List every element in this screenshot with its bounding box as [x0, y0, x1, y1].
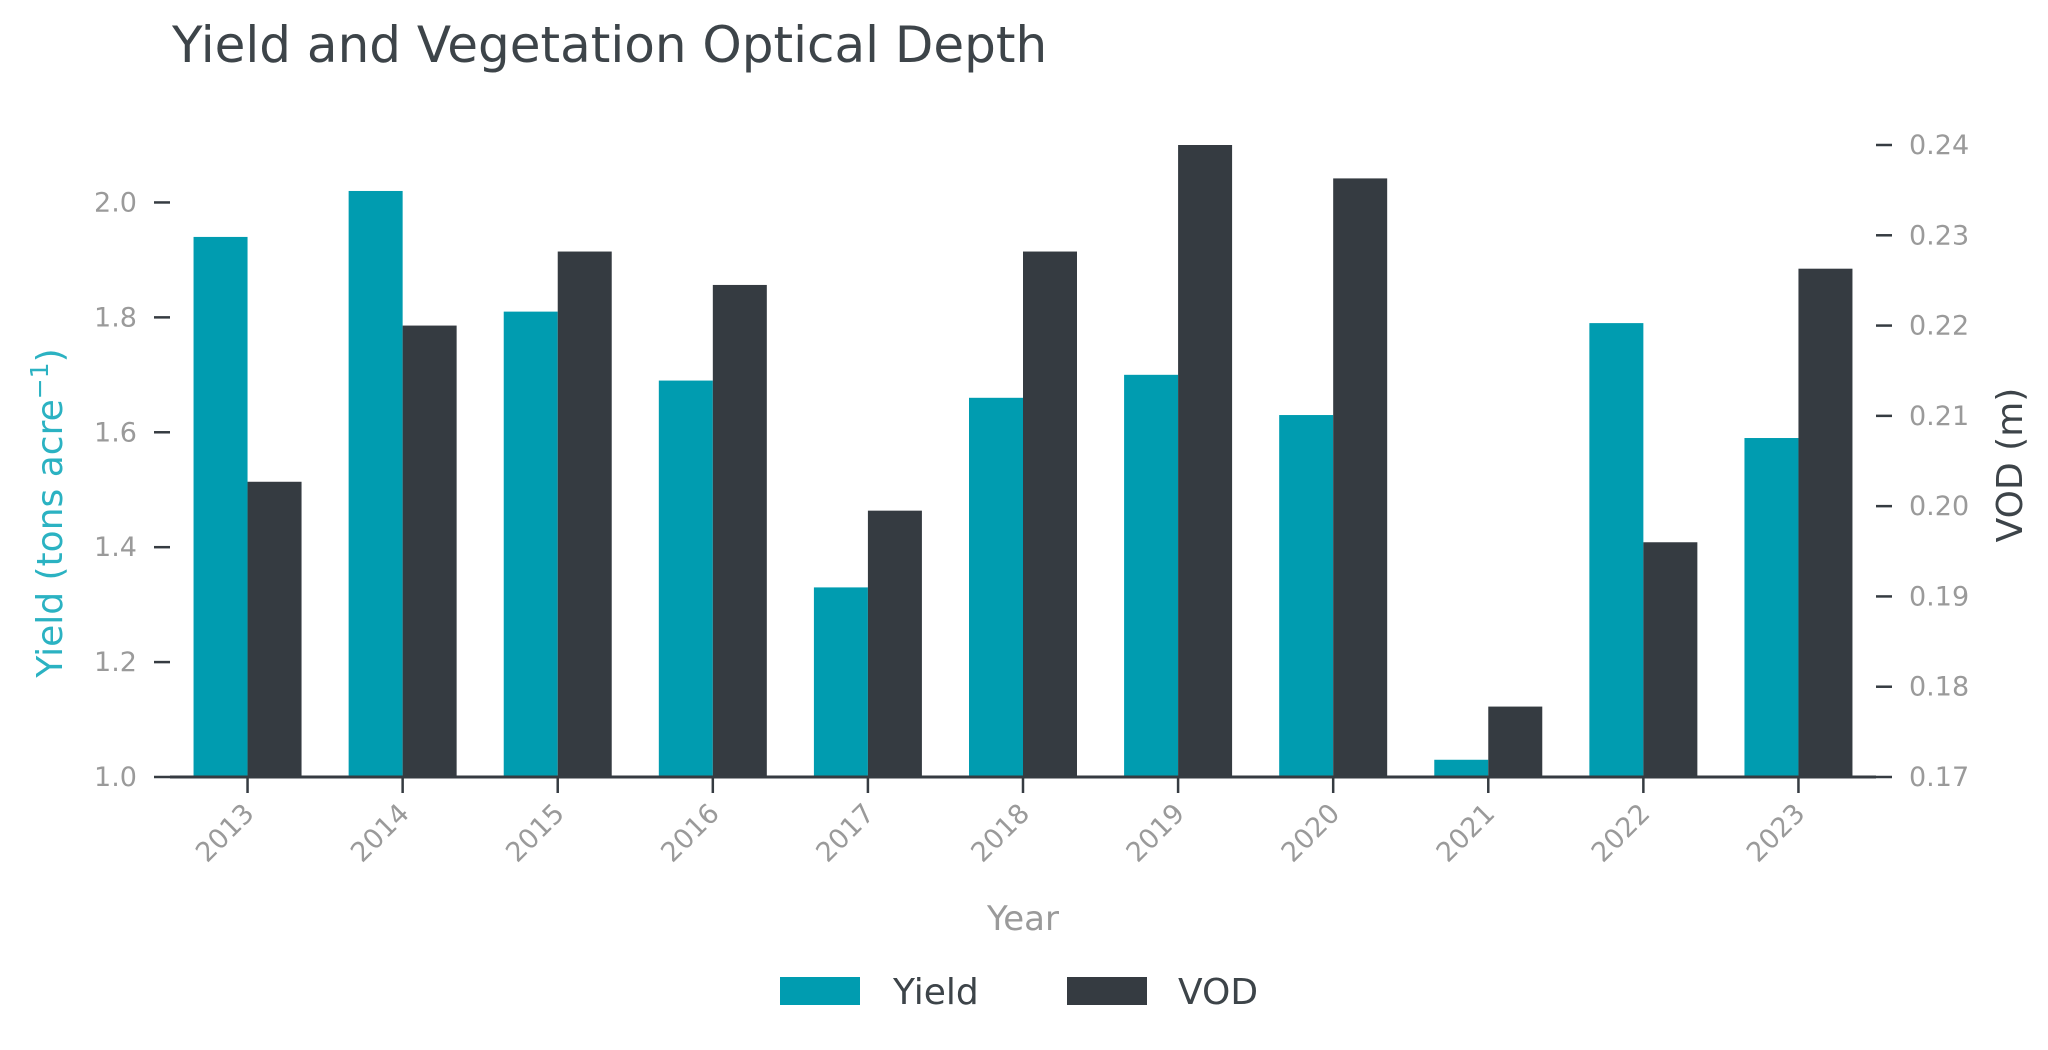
right-tick-label-0.21: 0.21 [1909, 401, 1969, 432]
left-tick-label-1.8: 1.8 [94, 302, 137, 333]
bar-yield-2019 [1124, 374, 1179, 777]
bar-yield-2017 [813, 587, 868, 777]
left-y-axis-label: Yield (tons acre−1) [25, 348, 71, 678]
left-tick-label-1.6: 1.6 [94, 417, 137, 448]
bar-vod-2014 [402, 325, 457, 777]
x-tick-label-2014: 2014 [345, 798, 416, 869]
left-tick-label-1.4: 1.4 [94, 532, 137, 563]
x-tick-label-2021: 2021 [1431, 798, 1502, 869]
x-tick-label-2019: 2019 [1121, 798, 1192, 869]
bar-yield-2018 [969, 397, 1023, 777]
bar-yield-2022 [1589, 323, 1644, 777]
right-tick-label-0.20: 0.20 [1909, 491, 1969, 522]
bar-vod-2013 [247, 481, 302, 777]
bar-yield-2016 [658, 380, 713, 777]
legend-swatch-vod [1067, 977, 1147, 1005]
bar-yield-2020 [1279, 415, 1334, 777]
right-tick-label-0.24: 0.24 [1909, 130, 1969, 161]
bars-layer [193, 145, 1853, 778]
bar-yield-2013 [193, 236, 248, 778]
bar-vod-2018 [1023, 251, 1077, 778]
legend-label-yield: Yield [892, 972, 979, 1013]
bar-yield-2021 [1434, 759, 1489, 777]
x-tick-label-2015: 2015 [500, 798, 571, 869]
right-tick-label-0.17: 0.17 [1909, 762, 1969, 793]
right-y-axis-label: VOD (m) [1990, 388, 2031, 543]
bar-vod-2021 [1488, 706, 1543, 777]
right-tick-label-0.19: 0.19 [1909, 581, 1969, 612]
legend: Yield VOD [780, 972, 1258, 1013]
x-tick-label-2016: 2016 [655, 798, 726, 869]
bar-vod-2020 [1333, 178, 1388, 778]
bar-vod-2022 [1643, 542, 1698, 777]
bar-vod-2015 [557, 251, 612, 778]
x-tick-label-2013: 2013 [190, 798, 261, 869]
left-y-axis: 1.0 1.2 1.4 1.6 1.8 2.0 [94, 187, 170, 793]
right-tick-label-0.18: 0.18 [1909, 672, 1969, 703]
left-tick-label-2.0: 2.0 [94, 187, 137, 218]
right-y-axis: 0.17 0.18 0.19 0.20 0.21 0.22 0.23 0.24 [1876, 130, 1969, 793]
left-tick-label-1.0: 1.0 [94, 762, 137, 793]
chart-title: Yield and Vegetation Optical Depth [171, 16, 1047, 74]
left-y-axis-label-superscript: −1 [25, 362, 54, 399]
x-axis: 2013 2014 2015 2016 2017 2018 2019 2020 2021 2022… [170, 775, 1876, 869]
bar-yield-2015 [503, 311, 558, 777]
x-tick-label-2020: 2020 [1276, 798, 1347, 869]
bar-vod-2017 [867, 510, 922, 777]
left-y-axis-label-close: ) [30, 348, 71, 362]
x-tick-label-2017: 2017 [810, 798, 881, 869]
x-tick-label-2018: 2018 [965, 798, 1036, 869]
bar-yield-2023 [1744, 438, 1799, 777]
x-axis-label: Year [986, 899, 1059, 939]
legend-swatch-yield [780, 977, 860, 1005]
x-tick-label-2022: 2022 [1586, 798, 1657, 869]
bar-yield-2014 [348, 190, 403, 778]
left-y-axis-label-main: Yield (tons acre [30, 399, 71, 678]
legend-label-vod: VOD [1178, 972, 1258, 1013]
right-tick-label-0.22: 0.22 [1909, 311, 1969, 342]
bar-vod-2023 [1798, 268, 1853, 777]
left-tick-label-1.2: 1.2 [94, 647, 137, 678]
bar-vod-2019 [1178, 145, 1233, 777]
x-tick-label-2023: 2023 [1741, 798, 1812, 869]
bar-vod-2016 [712, 284, 767, 777]
right-tick-label-0.23: 0.23 [1909, 220, 1969, 251]
